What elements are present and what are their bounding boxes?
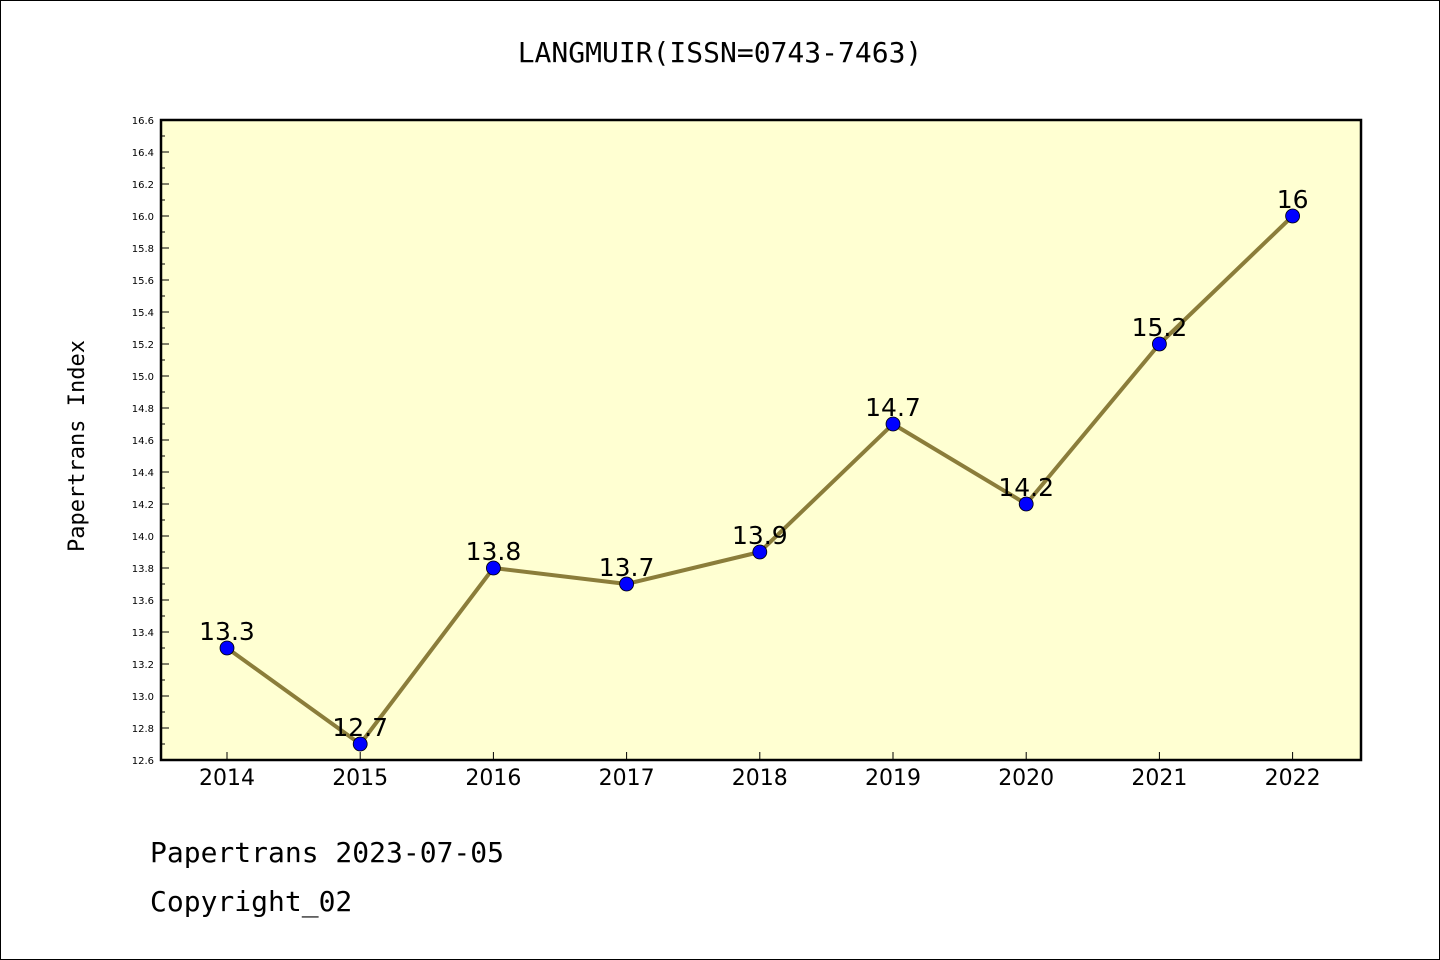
data-label: 13.7 (599, 553, 655, 582)
x-tick-label: 2017 (599, 766, 655, 791)
y-tick-label: 15.4 (132, 308, 154, 319)
y-tick-label: 14.4 (132, 468, 154, 479)
y-tick-label: 14.8 (132, 404, 154, 415)
data-point (619, 576, 634, 592)
y-tick-label: 14.0 (132, 532, 154, 543)
data-point (885, 416, 901, 432)
y-tick-label: 13.4 (132, 628, 154, 639)
y-tick-label: 12.6 (132, 756, 154, 767)
x-tick-label: 2015 (332, 766, 388, 791)
y-tick-label: 15.8 (132, 244, 154, 255)
plot-area (159, 118, 1363, 762)
x-tick-label: 2022 (1265, 766, 1321, 791)
data-labels: 13.3 12.7 13.8 13.7 13.9 14.7 14.2 15.2 16 (199, 185, 1308, 742)
y-tick-label: 14.2 (132, 500, 154, 511)
data-label: 12.7 (332, 713, 388, 742)
x-tick-label: 2021 (1131, 766, 1187, 791)
data-point (219, 640, 235, 656)
series-markers (219, 208, 1300, 752)
chart-title: LANGMUIR(ISSN=0743-7463) (517, 36, 923, 69)
y-axis: 12.6 12.8 13.0 13.2 13.4 13.6 13.8 14.0 14.2 14.4… (132, 116, 169, 767)
y-tick-label: 13.2 (132, 660, 154, 671)
y-tick-label: 16.0 (132, 212, 154, 223)
data-label: 14.7 (865, 393, 921, 422)
y-tick-label: 13.0 (132, 692, 154, 703)
x-tick-label: 2019 (865, 766, 921, 791)
y-tick-label: 16.2 (132, 180, 154, 191)
data-label: 16 (1277, 185, 1309, 214)
x-tick-label: 2014 (199, 766, 255, 791)
y-axis-label: Papertrans Index (65, 340, 90, 552)
y-tick-label: 16.4 (132, 148, 154, 159)
y-tick-label: 15.0 (132, 372, 154, 383)
footer-date-line: Papertrans 2023-07-05 (150, 836, 505, 869)
data-point (1285, 208, 1300, 224)
y-tick-label: 12.8 (132, 724, 154, 735)
data-label: 15.2 (1132, 313, 1188, 342)
data-label: 13.3 (199, 617, 255, 646)
x-tick-label: 2018 (732, 766, 788, 791)
data-point (352, 736, 368, 752)
data-label: 13.9 (732, 521, 788, 550)
y-tick-label: 13.6 (132, 596, 154, 607)
y-tick-label: 15.2 (132, 340, 154, 351)
data-label: 13.8 (466, 537, 522, 566)
data-point (1152, 336, 1167, 352)
y-tick-label: 14.6 (132, 436, 154, 447)
x-tick-label: 2020 (998, 766, 1054, 791)
data-point (752, 544, 768, 560)
y-tick-label: 16.6 (132, 116, 154, 127)
data-point (485, 560, 501, 576)
x-tick-label: 2016 (465, 766, 521, 791)
data-label: 14.2 (998, 473, 1054, 502)
x-axis: 2014 2015 2016 2017 2018 2019 2020 2021 2022 (199, 752, 1321, 791)
footer-copyright: Copyright_02 (150, 885, 353, 918)
y-tick-label: 15.6 (132, 276, 154, 287)
data-point (1018, 496, 1034, 512)
y-tick-label: 13.8 (132, 564, 154, 575)
